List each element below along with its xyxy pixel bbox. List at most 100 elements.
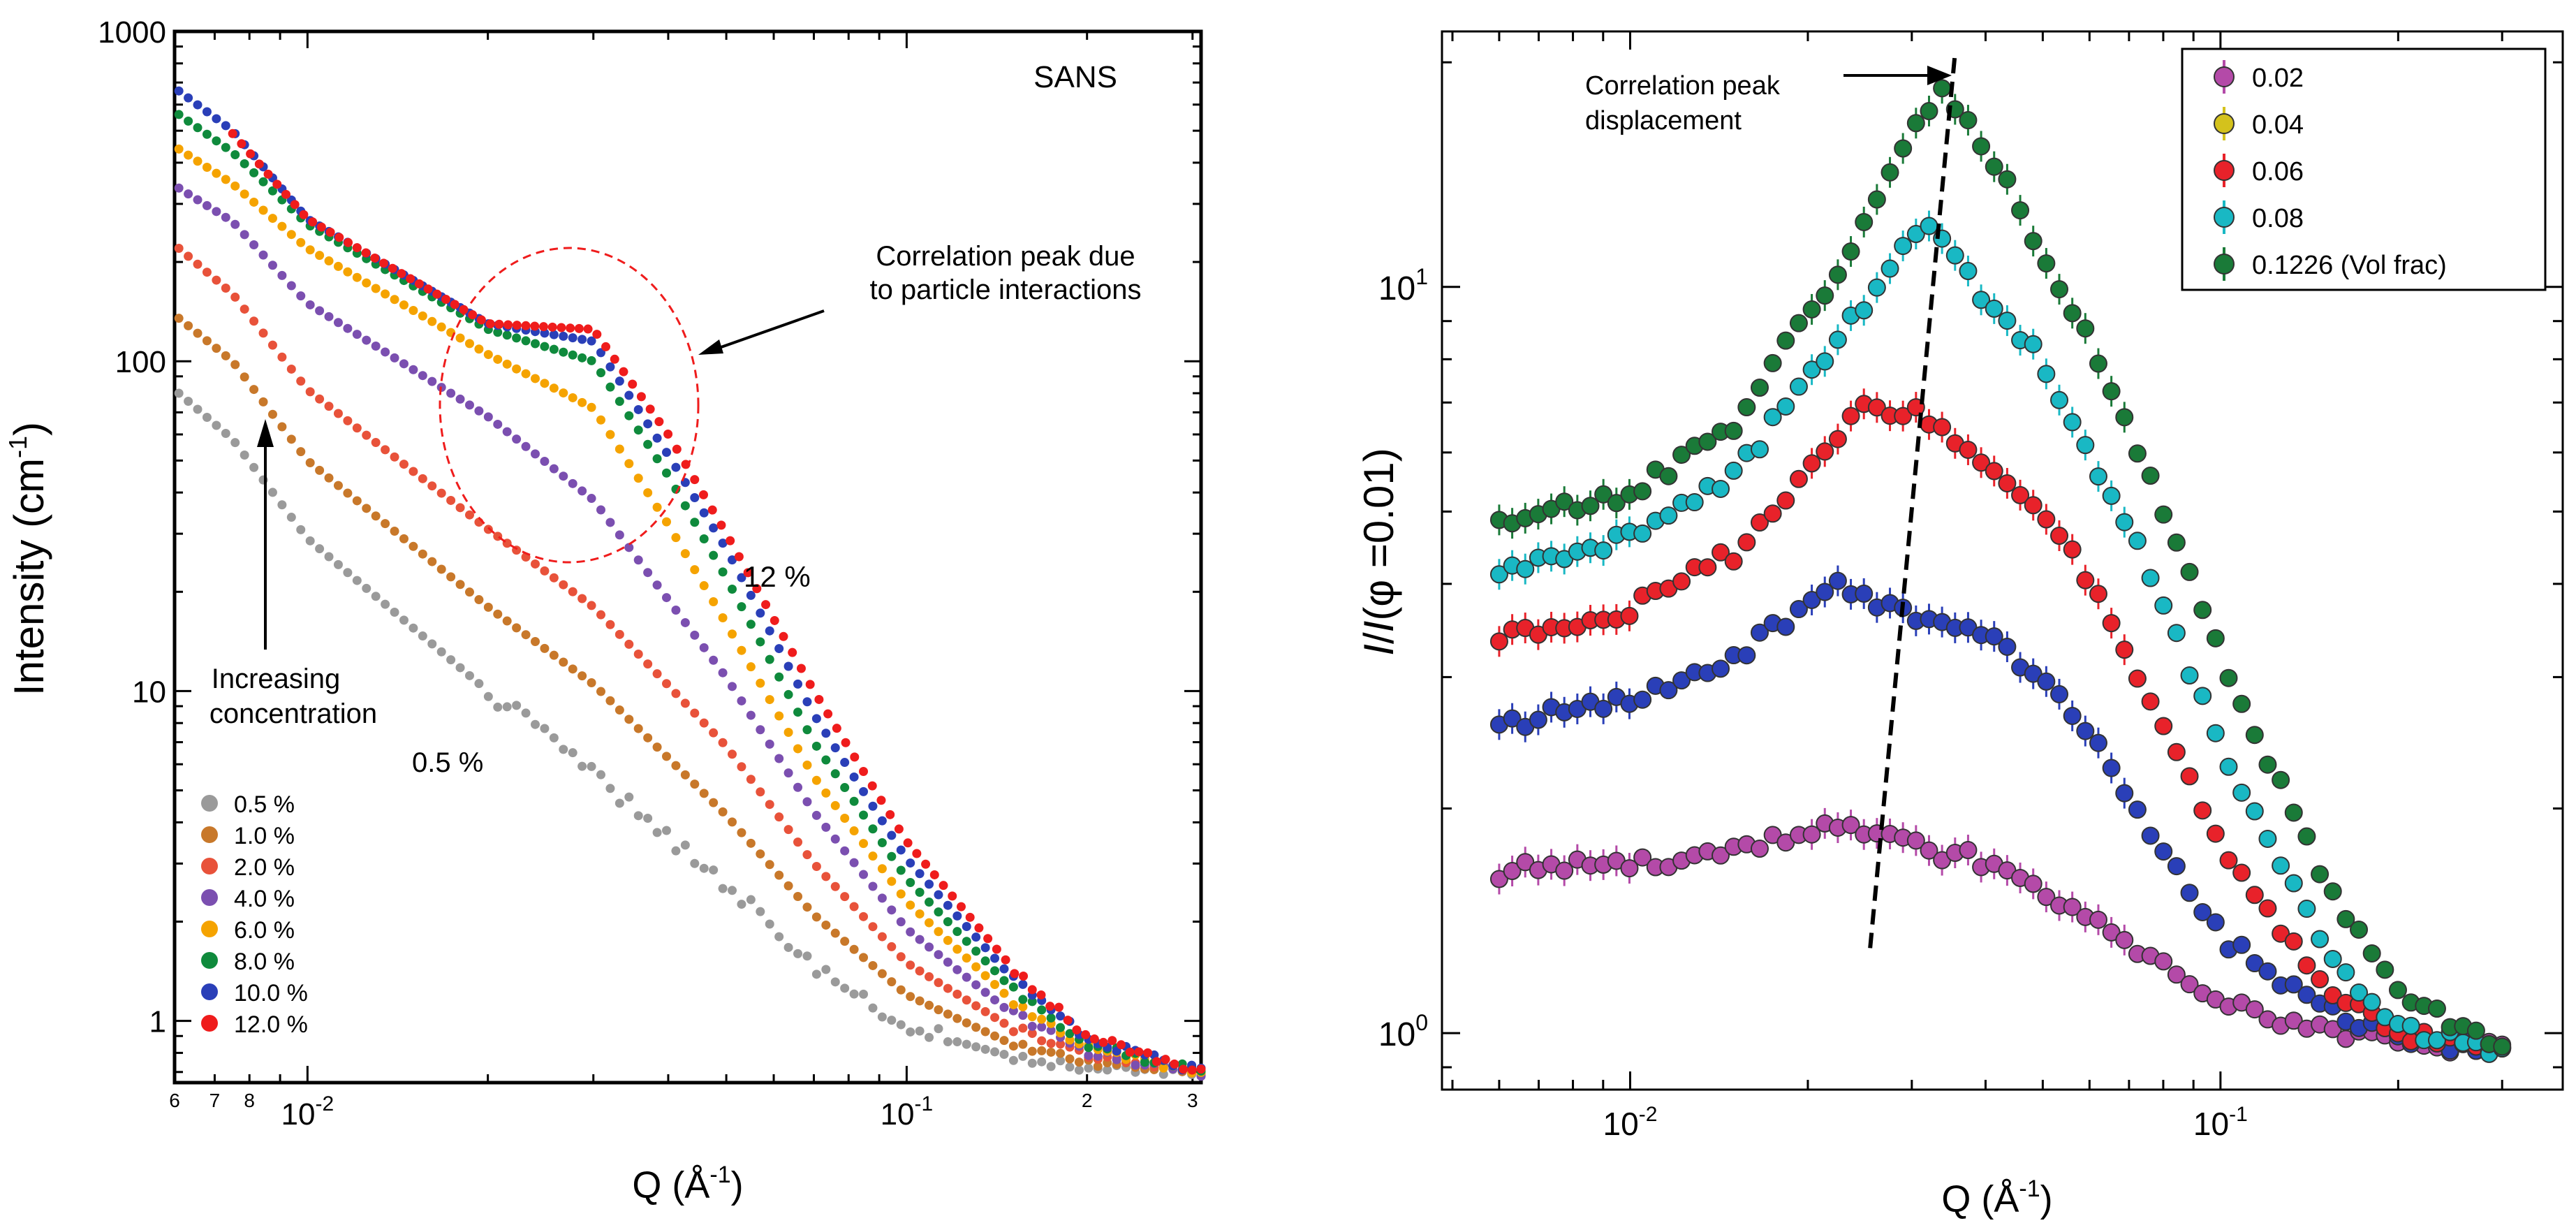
sans-data-point (840, 937, 850, 946)
normalized-data-point (1489, 870, 1508, 888)
normalized-data-point (2245, 802, 2264, 821)
sans-data-point (680, 770, 690, 779)
sans-data-point (362, 583, 371, 593)
sans-data-point (718, 668, 728, 678)
sans-data-point (671, 606, 681, 615)
sans-data-point (943, 1037, 952, 1047)
normalized-data-point (2115, 513, 2134, 532)
sans-data-point (587, 402, 596, 412)
normalized-data-point (2063, 413, 2082, 432)
sans-data-point (774, 754, 784, 763)
sans-data-point (184, 116, 193, 126)
normalized-data-point (2284, 932, 2303, 951)
normalized-data-point (2115, 784, 2134, 803)
sans-data-point (474, 679, 484, 689)
normalized-data-point (1998, 474, 2017, 492)
sans-data-point (352, 272, 362, 282)
sans-data-point (718, 884, 728, 893)
normalized-data-point (1816, 286, 1834, 305)
sans-data-point (671, 846, 681, 856)
low-concentration-label: 0.5 % (412, 747, 483, 778)
sans-y-tick-label: 1 (149, 1005, 166, 1039)
sans-data-point (299, 210, 309, 219)
normalized-legend-label: 0.06 (2252, 157, 2304, 186)
sans-data-point (352, 423, 362, 433)
sans-data-point (699, 581, 709, 591)
sans-data-point (971, 962, 981, 972)
sans-data-point (174, 244, 184, 254)
normalized-data-point (1802, 360, 1821, 379)
sans-data-point (662, 468, 672, 478)
normalized-data-point (2063, 304, 2082, 323)
sans-data-point (643, 419, 653, 429)
sans-data-point (934, 890, 943, 900)
sans-x-minor-tick-label: 8 (244, 1090, 255, 1111)
sans-data-point (362, 335, 371, 345)
sans-data-point (577, 335, 587, 344)
sans-data-point (521, 630, 531, 640)
sans-data-point (483, 602, 493, 612)
sans-data-point (474, 595, 484, 605)
sans-data-point (868, 1003, 878, 1013)
sans-data-point (464, 400, 474, 410)
normalized-legend-marker (2214, 207, 2235, 228)
sans-data-point (352, 576, 362, 585)
normalized-data-point (2206, 913, 2225, 932)
normalized-data-point (2336, 909, 2355, 928)
sans-data-point (999, 964, 1009, 974)
sans-data-point (793, 837, 803, 847)
sans-data-points (174, 86, 1206, 1081)
normalized-data-point (1712, 479, 1730, 498)
sans-data-point (409, 623, 418, 633)
sans-data-point (343, 323, 353, 333)
sans-data-point (344, 237, 353, 247)
normalized-data-point (1855, 584, 1874, 603)
sans-data-point (793, 708, 803, 717)
sans-data-point (840, 983, 850, 993)
sans-data-point (887, 830, 897, 840)
normalized-data-point (1816, 352, 1834, 371)
normalized-data-point (1985, 299, 2003, 318)
sans-data-point (221, 283, 230, 293)
sans-data-point (249, 316, 259, 326)
normalized-data-point (2089, 733, 2107, 752)
sans-data-point (614, 705, 624, 715)
sans-data-point (728, 555, 737, 565)
sans-data-point (971, 946, 981, 956)
sans-data-point (240, 450, 249, 460)
sans-legend-label: 10.0 % (234, 980, 308, 1006)
sans-data-point (455, 663, 465, 673)
sans-data-point (707, 505, 717, 515)
sans-data-point (802, 850, 812, 860)
normalized-data-point (2024, 874, 2043, 893)
sans-data-point (333, 261, 343, 271)
sans-data-point (468, 310, 478, 320)
sans-data-point (746, 895, 756, 905)
sans-legend-label: 4.0 % (234, 886, 295, 912)
sans-data-point (174, 314, 184, 323)
sans-data-point (559, 745, 568, 754)
sans-data-point (887, 942, 897, 951)
normalized-data-point (2167, 965, 2186, 984)
sans-data-point (663, 429, 673, 439)
sans-data-point (783, 689, 793, 699)
sans-data-point (583, 324, 593, 334)
peak-displacement-trend-line (1868, 54, 1957, 949)
sans-data-point (962, 953, 971, 963)
sans-data-point (272, 180, 282, 189)
sans-data-point (512, 701, 522, 710)
sans-data-point (381, 519, 390, 529)
normalized-data-point (1633, 848, 1652, 867)
sans-data-point (605, 382, 615, 392)
normalized-data-point (2258, 829, 2277, 848)
sans-data-point (821, 788, 831, 798)
sans-data-point (1037, 1005, 1047, 1015)
normalized-data-point (2493, 1037, 2512, 1056)
normalized-data-point (1933, 79, 1952, 98)
sans-data-point (887, 1016, 897, 1025)
sans-data-point (1170, 1059, 1179, 1069)
sans-data-point (184, 150, 193, 160)
sans-data-point (990, 995, 1000, 1005)
sans-data-point (1158, 1063, 1168, 1073)
sans-data-point (577, 671, 587, 681)
